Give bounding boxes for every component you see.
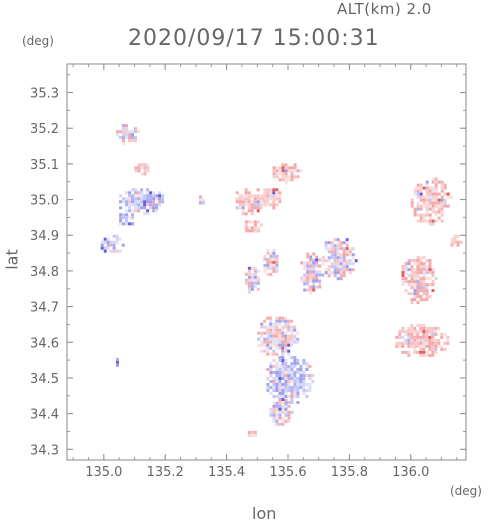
- y-tick-label: 34.5: [30, 372, 59, 387]
- echo-region: [100, 234, 125, 253]
- y-axis-unit: (deg): [22, 34, 54, 48]
- x-axis-unit: (deg): [450, 484, 482, 498]
- echo-region: [244, 266, 260, 294]
- y-tick-label: 35.3: [30, 87, 59, 102]
- x-axis-label: lon: [252, 504, 277, 523]
- echo-region: [198, 195, 205, 205]
- echo-region: [395, 323, 450, 357]
- echo-region: [119, 213, 135, 226]
- echo-region: [321, 238, 358, 281]
- echo-region: [266, 356, 315, 404]
- echo-region: [450, 234, 463, 247]
- axis-ticks: 135.0 135.2 135.4 135.6 135.8 136.0 34.3 34.4 34…: [30, 64, 466, 480]
- echo-region: [257, 316, 300, 359]
- y-tick-label: 35.1: [30, 158, 59, 173]
- x-tick-label: 135.6: [269, 465, 306, 480]
- echo-region: [235, 188, 266, 216]
- y-tick-label: 34.9: [30, 229, 59, 244]
- x-tick-label: 136.0: [392, 465, 429, 480]
- y-tick-label: 34.4: [30, 408, 59, 423]
- echo-region: [116, 124, 140, 146]
- y-tick-label: 34.8: [30, 265, 59, 280]
- y-tick-label: 35.2: [30, 122, 59, 137]
- timestamp-title: 2020/09/17 15:00:31: [128, 26, 380, 51]
- x-tick-label: 135.2: [147, 465, 184, 480]
- x-tick-label: 135.4: [208, 465, 245, 480]
- plot-frame: [66, 63, 467, 461]
- echo-region: [300, 252, 325, 295]
- y-tick-label: 34.7: [30, 301, 59, 316]
- echo-region: [119, 188, 165, 216]
- echo-region: [401, 256, 438, 305]
- echo-region: [134, 163, 150, 176]
- echo-region: [116, 357, 119, 367]
- echo-region: [263, 248, 279, 276]
- altitude-label: ALT(km) 2.0: [337, 0, 432, 18]
- y-tick-label: 34.3: [30, 443, 59, 458]
- x-tick-label: 135.0: [85, 465, 122, 480]
- echo-layer: [100, 124, 463, 437]
- echo-region: [244, 220, 263, 233]
- echo-region: [260, 188, 282, 210]
- x-tick-label: 135.8: [331, 465, 368, 480]
- echo-region: [247, 430, 257, 437]
- echo-region: [269, 398, 294, 426]
- echo-region: [272, 163, 303, 185]
- y-tick-label: 35.0: [30, 194, 59, 209]
- y-tick-label: 34.6: [30, 336, 59, 351]
- echo-region: [410, 177, 453, 226]
